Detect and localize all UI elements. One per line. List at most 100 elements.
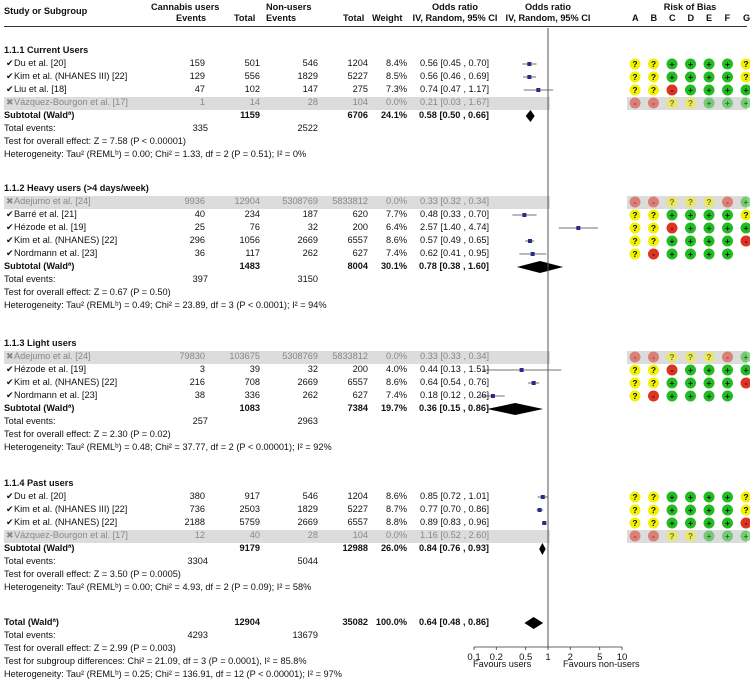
rob-symbol: -	[652, 531, 655, 541]
rob-circle-low	[703, 84, 715, 96]
study-name: Hézode et al. [19]	[14, 364, 87, 374]
study-weight: 8.6%	[386, 491, 407, 501]
subtotal-odds-ratio-ci: 0.58 [0.50 , 0.66]	[419, 110, 489, 120]
rob-symbol: +	[707, 531, 712, 541]
total-users: 14	[249, 97, 260, 107]
study-point-marker	[540, 495, 545, 499]
rob-symbol: +	[725, 85, 730, 95]
rob-symbol: ?	[651, 365, 656, 375]
rob-symbol: +	[707, 378, 712, 388]
study-odds-ratio-ci: 0.85 [0.72 , 1.01]	[420, 491, 489, 501]
total-users: 12904	[234, 196, 260, 206]
study-odds-ratio-ci: 0.64 [0.54 , 0.76]	[420, 377, 489, 387]
subgroup-title: 1.1.1 Current Users	[4, 45, 89, 55]
total-users: 102	[244, 84, 260, 94]
rob-circle-unclear	[666, 530, 678, 542]
rob-symbol: -	[671, 365, 674, 375]
rob-circle-low	[722, 235, 733, 247]
study-weight: 8.7%	[386, 504, 407, 514]
events-nonusers: 1829	[297, 71, 318, 81]
rob-symbol: -	[726, 352, 729, 362]
total-events-nonusers: 5044	[297, 556, 318, 566]
study-odds-ratio-ci: 0.74 [0.47 , 1.17]	[420, 84, 489, 94]
rob-circle-low	[703, 97, 715, 109]
rob-circle-high	[629, 196, 641, 208]
rob-symbol: +	[670, 378, 675, 388]
rob-circle-low	[685, 248, 696, 260]
rob-circle-low	[703, 491, 715, 503]
study-name: Vázquez-Bourgon et al. [17]	[14, 97, 128, 107]
rob-circle-high	[740, 377, 750, 389]
overall-effect-test: Test for overall effect: Z = 2.30 (P = 0…	[4, 429, 171, 439]
rob-circle-high	[740, 517, 750, 529]
study-point-marker	[519, 368, 524, 372]
events-nonusers: 2669	[297, 517, 318, 527]
rob-circle-unclear	[740, 504, 750, 516]
rob-symbol: -	[671, 85, 674, 95]
study-odds-ratio-ci: 0.89 [0.83 , 0.96]	[420, 517, 489, 527]
overall-events-users: 4293	[187, 630, 208, 640]
rob-circle-low	[666, 491, 678, 503]
rob-circle-unclear	[629, 209, 641, 221]
study-odds-ratio-ci: 0.56 [0.45 , 0.70]	[420, 58, 489, 68]
rob-symbol: ?	[632, 518, 637, 528]
total-nonusers: 200	[352, 222, 368, 232]
rob-circle-low	[703, 377, 715, 389]
rob-symbol: ?	[651, 492, 656, 502]
events-nonusers: 262	[302, 248, 318, 258]
rob-circle-low	[685, 377, 696, 389]
events-users: 12	[194, 530, 205, 540]
rob-symbol: -	[745, 378, 748, 388]
included-check-icon: ✔	[6, 58, 14, 68]
rob-circle-low	[685, 222, 696, 234]
rob-circle-low	[666, 58, 678, 70]
rob-symbol: +	[670, 492, 675, 502]
rob-circle-low	[666, 390, 678, 402]
rob-symbol: -	[652, 98, 655, 108]
total-nonusers: 5833812	[332, 351, 368, 361]
rob-circle-low	[685, 491, 696, 503]
heterogeneity-stats: Heterogeneity: Tau² (REMLᵇ) = 0.48; Chi²…	[4, 442, 332, 452]
rob-symbol: ?	[688, 197, 693, 207]
events-nonusers: 32	[307, 222, 318, 232]
rob-symbol: +	[744, 98, 749, 108]
rob-circle-high	[629, 97, 641, 109]
rob-symbol: ?	[632, 72, 637, 82]
events-users: 25	[194, 222, 205, 232]
excluded-mark-icon: ✖	[6, 97, 14, 107]
events-users: 36	[194, 248, 205, 258]
rob-circle-unclear	[629, 248, 641, 260]
excluded-row-band	[4, 351, 550, 364]
rob-symbol: ?	[743, 59, 748, 69]
overall-events-nonusers: 13679	[292, 630, 318, 640]
total-nonusers: 6557	[347, 235, 368, 245]
study-weight: 8.6%	[386, 235, 407, 245]
study-point-marker	[522, 213, 527, 217]
rob-symbol: -	[634, 197, 637, 207]
rob-circle-unclear	[740, 58, 750, 70]
rob-circle-unclear	[703, 196, 715, 208]
rob-circle-low	[685, 84, 696, 96]
rob-symbol: +	[725, 249, 730, 259]
events-users: 1	[199, 97, 205, 107]
subgroup-title: 1.1.2 Heavy users (>4 days/week)	[4, 183, 149, 193]
rob-symbol: +	[670, 518, 675, 528]
subtotal-diamond	[487, 403, 544, 415]
events-users: 79830	[179, 351, 205, 361]
rob-symbol: +	[688, 378, 693, 388]
rob-circle-high	[740, 235, 750, 247]
rob-circle-unclear	[629, 222, 641, 234]
rob-column-letter-a: A	[632, 13, 639, 23]
total-nonusers: 5833812	[332, 196, 368, 206]
rob-symbol: +	[725, 98, 730, 108]
included-check-icon: ✔	[6, 517, 14, 527]
study-odds-ratio-ci: 0.62 [0.41 , 0.95]	[420, 248, 489, 258]
rob-circle-unclear	[648, 71, 659, 83]
overall-effect-test: Test for overall effect: Z = 2.99 (P = 0…	[4, 643, 176, 653]
rob-circle-low	[703, 71, 715, 83]
column-header-group1: Cannabis users	[151, 2, 220, 12]
study-weight: 8.4%	[386, 58, 407, 68]
rob-symbol: -	[652, 391, 655, 401]
events-users: 159	[189, 58, 205, 68]
rob-symbol: +	[688, 505, 693, 515]
